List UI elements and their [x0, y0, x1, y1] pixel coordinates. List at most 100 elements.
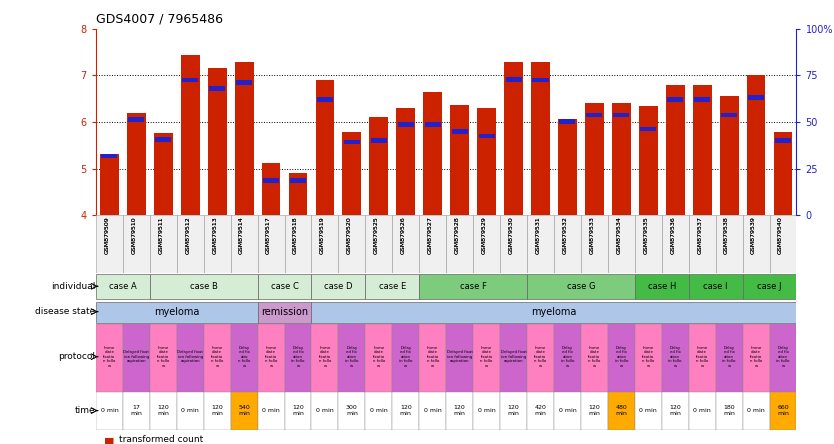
Text: ■: ■	[104, 437, 115, 444]
FancyBboxPatch shape	[258, 324, 284, 392]
FancyBboxPatch shape	[716, 324, 742, 392]
Bar	[369, 117, 389, 215]
Text: GSM879540: GSM879540	[778, 217, 783, 254]
Text: GSM879517: GSM879517	[266, 217, 271, 254]
Bar	[694, 97, 711, 102]
Text: GSM879525: GSM879525	[374, 217, 379, 254]
FancyBboxPatch shape	[581, 324, 608, 392]
FancyBboxPatch shape	[203, 215, 231, 273]
Text: Imme
diate
fixatio
n follo
w: Imme diate fixatio n follo w	[373, 345, 385, 368]
FancyBboxPatch shape	[554, 215, 581, 273]
Text: 0 min: 0 min	[640, 408, 657, 413]
FancyBboxPatch shape	[473, 392, 500, 430]
FancyBboxPatch shape	[258, 215, 284, 273]
FancyBboxPatch shape	[554, 392, 581, 430]
Text: GDS4007 / 7965486: GDS4007 / 7965486	[96, 12, 223, 25]
Text: Delay
ed fix
ation
in follo
w: Delay ed fix ation in follo w	[560, 345, 574, 368]
Text: 120
min: 120 min	[211, 405, 224, 416]
FancyBboxPatch shape	[311, 324, 339, 392]
FancyBboxPatch shape	[123, 392, 150, 430]
Bar	[612, 103, 631, 215]
Text: GSM879514: GSM879514	[239, 217, 244, 254]
Text: 120
min: 120 min	[292, 405, 304, 416]
Text: GSM879518: GSM879518	[293, 217, 298, 254]
FancyBboxPatch shape	[527, 392, 554, 430]
Text: GSM879509: GSM879509	[104, 217, 109, 254]
Bar	[666, 85, 685, 215]
Text: GSM879519: GSM879519	[320, 217, 325, 254]
Text: case B: case B	[190, 282, 218, 291]
FancyBboxPatch shape	[123, 215, 150, 273]
FancyBboxPatch shape	[500, 324, 527, 392]
Text: case H: case H	[647, 282, 676, 291]
Text: 0 min: 0 min	[478, 408, 495, 413]
Text: GSM879510: GSM879510	[131, 217, 136, 254]
Text: Delayed fixat
ion following
aspiration: Delayed fixat ion following aspiration	[500, 350, 526, 363]
Text: Delay
ed fix
ation
in follo
w: Delay ed fix ation in follo w	[669, 345, 682, 368]
Text: 0 min: 0 min	[370, 408, 388, 413]
FancyBboxPatch shape	[420, 215, 446, 273]
Text: GSM879537: GSM879537	[697, 217, 702, 254]
Text: 660
min: 660 min	[777, 405, 789, 416]
Bar	[774, 132, 792, 215]
Text: 0 min: 0 min	[101, 408, 118, 413]
FancyBboxPatch shape	[473, 324, 500, 392]
Text: GSM879533: GSM879533	[590, 217, 595, 254]
FancyBboxPatch shape	[311, 274, 365, 300]
Text: Imme
diate
fixatio
n follo
w: Imme diate fixatio n follo w	[426, 345, 439, 368]
Bar	[479, 134, 495, 139]
FancyBboxPatch shape	[96, 392, 123, 430]
Bar	[505, 77, 521, 82]
Text: GSM879531: GSM879531	[535, 217, 540, 254]
Text: 0 min: 0 min	[262, 408, 280, 413]
FancyBboxPatch shape	[689, 274, 742, 300]
FancyBboxPatch shape	[770, 215, 796, 273]
FancyBboxPatch shape	[608, 324, 635, 392]
Bar	[344, 140, 360, 144]
Text: GSM879514: GSM879514	[239, 217, 244, 254]
FancyBboxPatch shape	[446, 324, 473, 392]
FancyBboxPatch shape	[177, 392, 203, 430]
FancyBboxPatch shape	[608, 215, 635, 273]
Text: 0 min: 0 min	[747, 408, 765, 413]
Bar	[558, 119, 577, 215]
Text: 120
min: 120 min	[158, 405, 169, 416]
FancyBboxPatch shape	[96, 274, 150, 300]
Text: GSM879529: GSM879529	[481, 217, 486, 254]
Bar	[317, 97, 333, 102]
Text: 120
min: 120 min	[669, 405, 681, 416]
FancyBboxPatch shape	[311, 392, 339, 430]
Text: GSM879538: GSM879538	[724, 217, 729, 254]
Bar	[641, 127, 656, 131]
FancyBboxPatch shape	[311, 215, 339, 273]
Text: GSM879530: GSM879530	[509, 217, 514, 254]
Text: GSM879513: GSM879513	[212, 217, 217, 254]
FancyBboxPatch shape	[123, 324, 150, 392]
Text: individual: individual	[51, 282, 95, 291]
Text: Delay
ed fix
atio
n follo
w: Delay ed fix atio n follo w	[238, 345, 250, 368]
FancyBboxPatch shape	[473, 215, 500, 273]
Text: disease state: disease state	[35, 307, 95, 316]
Text: 0 min: 0 min	[559, 408, 576, 413]
FancyBboxPatch shape	[742, 324, 770, 392]
Text: protocol: protocol	[58, 352, 95, 361]
Text: GSM879537: GSM879537	[697, 217, 702, 254]
Text: 17
min: 17 min	[130, 405, 143, 416]
Bar	[452, 129, 468, 134]
FancyBboxPatch shape	[392, 324, 420, 392]
FancyBboxPatch shape	[203, 324, 231, 392]
Text: GSM879509: GSM879509	[104, 217, 109, 254]
Text: GSM879534: GSM879534	[616, 217, 621, 254]
FancyBboxPatch shape	[742, 215, 770, 273]
Text: GSM879532: GSM879532	[562, 217, 567, 254]
Bar	[775, 139, 791, 143]
FancyBboxPatch shape	[608, 392, 635, 430]
Text: 0 min: 0 min	[693, 408, 711, 413]
Bar	[425, 122, 440, 127]
Text: Imme
diate
fixatio
n follo
w: Imme diate fixatio n follo w	[157, 345, 169, 368]
FancyBboxPatch shape	[527, 324, 554, 392]
FancyBboxPatch shape	[689, 215, 716, 273]
Text: GSM879519: GSM879519	[320, 217, 325, 254]
Text: 120
min: 120 min	[589, 405, 600, 416]
Text: case J: case J	[757, 282, 781, 291]
